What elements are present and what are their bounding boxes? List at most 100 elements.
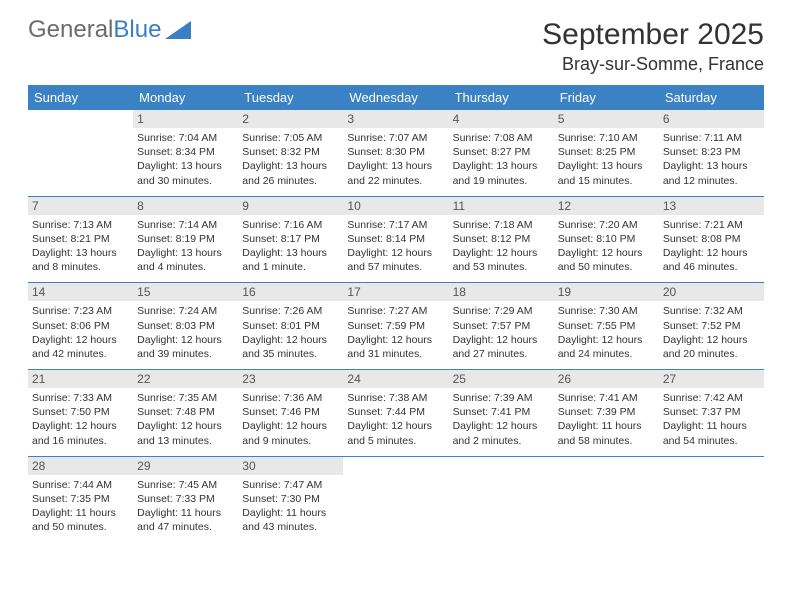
day-number: 28 xyxy=(28,457,133,475)
calendar-empty xyxy=(343,456,448,542)
sun-info: Sunrise: 7:27 AMSunset: 7:59 PMDaylight:… xyxy=(347,304,444,361)
brand-triangle-icon xyxy=(165,21,191,39)
calendar-empty xyxy=(659,456,764,542)
calendar-week: 7Sunrise: 7:13 AMSunset: 8:21 PMDaylight… xyxy=(28,196,764,283)
day-number: 12 xyxy=(554,197,659,215)
sun-info: Sunrise: 7:17 AMSunset: 8:14 PMDaylight:… xyxy=(347,218,444,275)
calendar-day: 7Sunrise: 7:13 AMSunset: 8:21 PMDaylight… xyxy=(28,196,133,283)
sun-info: Sunrise: 7:44 AMSunset: 7:35 PMDaylight:… xyxy=(32,478,129,535)
sun-info: Sunrise: 7:18 AMSunset: 8:12 PMDaylight:… xyxy=(453,218,550,275)
sun-info: Sunrise: 7:29 AMSunset: 7:57 PMDaylight:… xyxy=(453,304,550,361)
sun-info: Sunrise: 7:30 AMSunset: 7:55 PMDaylight:… xyxy=(558,304,655,361)
sun-info: Sunrise: 7:24 AMSunset: 8:03 PMDaylight:… xyxy=(137,304,234,361)
sun-info: Sunrise: 7:35 AMSunset: 7:48 PMDaylight:… xyxy=(137,391,234,448)
day-number: 24 xyxy=(343,370,448,388)
calendar-day: 1 Sunrise: 7:04 AMSunset: 8:34 PMDaylight… xyxy=(133,110,238,196)
calendar-day: 27 Sunrise: 7:42 AMSunset: 7:37 PMDayligh… xyxy=(659,370,764,457)
weekday-header-row: SundayMondayTuesdayWednesdayThursdayFrid… xyxy=(28,85,764,110)
calendar-day: 11 Sunrise: 7:18 AMSunset: 8:12 PMDayligh… xyxy=(449,196,554,283)
sun-info: Sunrise: 7:20 AMSunset: 8:10 PMDaylight:… xyxy=(558,218,655,275)
calendar-day: 22 Sunrise: 7:35 AMSunset: 7:48 PMDayligh… xyxy=(133,370,238,457)
day-number: 25 xyxy=(449,370,554,388)
title-block: September 2025 Bray-sur-Somme, France xyxy=(542,18,764,75)
day-number: 13 xyxy=(659,197,764,215)
calendar-day: 28 Sunrise: 7:44 AMSunset: 7:35 PMDayligh… xyxy=(28,456,133,542)
calendar-day: 14Sunrise: 7:23 AMSunset: 8:06 PMDayligh… xyxy=(28,283,133,370)
calendar-week: 1 Sunrise: 7:04 AMSunset: 8:34 PMDaylight… xyxy=(28,110,764,196)
calendar-day: 26Sunrise: 7:41 AMSunset: 7:39 PMDayligh… xyxy=(554,370,659,457)
calendar-day: 8 Sunrise: 7:14 AMSunset: 8:19 PMDaylight… xyxy=(133,196,238,283)
sun-info: Sunrise: 7:04 AMSunset: 8:34 PMDaylight:… xyxy=(137,131,234,188)
day-number: 4 xyxy=(449,110,554,128)
calendar-day: 6Sunrise: 7:11 AMSunset: 8:23 PMDaylight… xyxy=(659,110,764,196)
day-number: 29 xyxy=(133,457,238,475)
day-number: 18 xyxy=(449,283,554,301)
calendar-table: SundayMondayTuesdayWednesdayThursdayFrid… xyxy=(28,85,764,542)
sun-info: Sunrise: 7:16 AMSunset: 8:17 PMDaylight:… xyxy=(242,218,339,275)
sun-info: Sunrise: 7:08 AMSunset: 8:27 PMDaylight:… xyxy=(453,131,550,188)
day-number: 10 xyxy=(343,197,448,215)
day-number: 30 xyxy=(238,457,343,475)
day-number: 23 xyxy=(238,370,343,388)
location-label: Bray-sur-Somme, France xyxy=(542,54,764,75)
weekday-header: Sunday xyxy=(28,85,133,110)
month-title: September 2025 xyxy=(542,18,764,52)
calendar-day: 13 Sunrise: 7:21 AMSunset: 8:08 PMDayligh… xyxy=(659,196,764,283)
day-number: 8 xyxy=(133,197,238,215)
brand-part1: General xyxy=(28,18,113,42)
calendar-empty xyxy=(449,456,554,542)
calendar-day: 12 Sunrise: 7:20 AMSunset: 8:10 PMDayligh… xyxy=(554,196,659,283)
calendar-day: 10 Sunrise: 7:17 AMSunset: 8:14 PMDayligh… xyxy=(343,196,448,283)
calendar-empty xyxy=(28,110,133,196)
day-number: 26 xyxy=(554,370,659,388)
sun-info: Sunrise: 7:38 AMSunset: 7:44 PMDaylight:… xyxy=(347,391,444,448)
sun-info: Sunrise: 7:07 AMSunset: 8:30 PMDaylight:… xyxy=(347,131,444,188)
sun-info: Sunrise: 7:42 AMSunset: 7:37 PMDaylight:… xyxy=(663,391,760,448)
day-number: 1 xyxy=(133,110,238,128)
calendar-day: 5 Sunrise: 7:10 AMSunset: 8:25 PMDaylight… xyxy=(554,110,659,196)
sun-info: Sunrise: 7:23 AMSunset: 8:06 PMDaylight:… xyxy=(32,304,129,361)
calendar-day: 24 Sunrise: 7:38 AMSunset: 7:44 PMDayligh… xyxy=(343,370,448,457)
day-number: 19 xyxy=(554,283,659,301)
calendar-day: 15 Sunrise: 7:24 AMSunset: 8:03 PMDayligh… xyxy=(133,283,238,370)
day-number: 21 xyxy=(28,370,133,388)
brand-logo: GeneralBlue xyxy=(28,18,191,42)
calendar-day: 29 Sunrise: 7:45 AMSunset: 7:33 PMDayligh… xyxy=(133,456,238,542)
calendar-day: 9Sunrise: 7:16 AMSunset: 8:17 PMDaylight… xyxy=(238,196,343,283)
calendar-day: 20Sunrise: 7:32 AMSunset: 7:52 PMDayligh… xyxy=(659,283,764,370)
sun-info: Sunrise: 7:13 AMSunset: 8:21 PMDaylight:… xyxy=(32,218,129,275)
page-header: GeneralBlue September 2025 Bray-sur-Somm… xyxy=(28,18,764,75)
weekday-header: Wednesday xyxy=(343,85,448,110)
day-number: 16 xyxy=(238,283,343,301)
day-number: 5 xyxy=(554,110,659,128)
brand-part2: Blue xyxy=(113,18,161,42)
sun-info: Sunrise: 7:14 AMSunset: 8:19 PMDaylight:… xyxy=(137,218,234,275)
weekday-header: Saturday xyxy=(659,85,764,110)
calendar-empty xyxy=(554,456,659,542)
day-number: 11 xyxy=(449,197,554,215)
day-number: 17 xyxy=(343,283,448,301)
weekday-header: Tuesday xyxy=(238,85,343,110)
calendar-day: 25Sunrise: 7:39 AMSunset: 7:41 PMDayligh… xyxy=(449,370,554,457)
calendar-day: 16 Sunrise: 7:26 AMSunset: 8:01 PMDayligh… xyxy=(238,283,343,370)
weekday-header: Thursday xyxy=(449,85,554,110)
calendar-week: 14Sunrise: 7:23 AMSunset: 8:06 PMDayligh… xyxy=(28,283,764,370)
calendar-day: 2Sunrise: 7:05 AMSunset: 8:32 PMDaylight… xyxy=(238,110,343,196)
day-number: 27 xyxy=(659,370,764,388)
sun-info: Sunrise: 7:36 AMSunset: 7:46 PMDaylight:… xyxy=(242,391,339,448)
sun-info: Sunrise: 7:47 AMSunset: 7:30 PMDaylight:… xyxy=(242,478,339,535)
calendar-day: 19 Sunrise: 7:30 AMSunset: 7:55 PMDayligh… xyxy=(554,283,659,370)
sun-info: Sunrise: 7:26 AMSunset: 8:01 PMDaylight:… xyxy=(242,304,339,361)
day-number: 20 xyxy=(659,283,764,301)
calendar-day: 18 Sunrise: 7:29 AMSunset: 7:57 PMDayligh… xyxy=(449,283,554,370)
calendar-day: 3Sunrise: 7:07 AMSunset: 8:30 PMDaylight… xyxy=(343,110,448,196)
sun-info: Sunrise: 7:45 AMSunset: 7:33 PMDaylight:… xyxy=(137,478,234,535)
calendar-week: 28 Sunrise: 7:44 AMSunset: 7:35 PMDayligh… xyxy=(28,456,764,542)
sun-info: Sunrise: 7:10 AMSunset: 8:25 PMDaylight:… xyxy=(558,131,655,188)
sun-info: Sunrise: 7:21 AMSunset: 8:08 PMDaylight:… xyxy=(663,218,760,275)
calendar-day: 4 Sunrise: 7:08 AMSunset: 8:27 PMDaylight… xyxy=(449,110,554,196)
day-number: 15 xyxy=(133,283,238,301)
day-number: 22 xyxy=(133,370,238,388)
calendar-day: 21Sunrise: 7:33 AMSunset: 7:50 PMDayligh… xyxy=(28,370,133,457)
day-number: 6 xyxy=(659,110,764,128)
